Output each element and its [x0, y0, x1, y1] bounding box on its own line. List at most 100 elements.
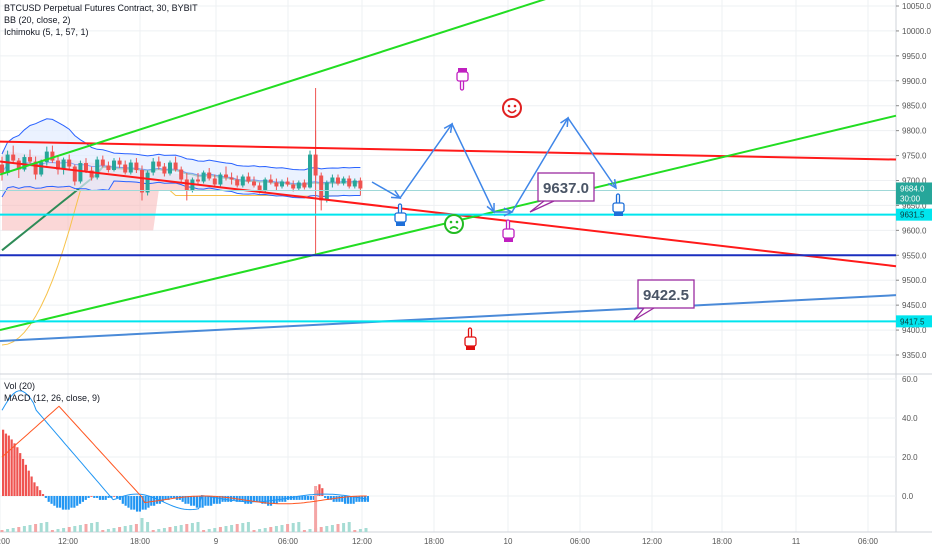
price-tick-label: 10050.0	[902, 2, 931, 11]
macd-histogram-bar	[361, 496, 364, 502]
price-axis[interactable]: 10050.0 10000.0 9950.0 9900.0 9850.0 9800.0 97…	[896, 2, 932, 360]
volume-bar	[123, 526, 127, 532]
macd-histogram-bar	[201, 496, 204, 508]
time-tick-label: 12:00	[58, 537, 79, 546]
macd-histogram-bar	[76, 496, 79, 506]
macd-histogram-bar	[130, 496, 133, 510]
macd-tick-label: 40.0	[902, 414, 918, 423]
candle-body	[224, 174, 228, 178]
volume-bar	[252, 530, 256, 532]
price-tick-label: 9500.0	[902, 276, 927, 285]
candle-body	[151, 161, 156, 173]
candle-body	[336, 177, 340, 184]
arrow-head	[486, 202, 495, 214]
price-badge	[896, 315, 932, 328]
time-tick-label: 12:00	[642, 537, 663, 546]
candle-body	[140, 170, 144, 193]
volume-bar	[336, 524, 340, 532]
volume-bar	[78, 525, 82, 532]
volume-bar	[269, 527, 273, 532]
macd-histogram-bar	[10, 439, 13, 496]
macd-histogram-bar	[324, 496, 327, 498]
price-tick-label: 9950.0	[902, 52, 927, 61]
macd-histogram-bar	[298, 496, 301, 500]
candle-body	[268, 179, 273, 183]
macd-histogram-bar	[212, 496, 216, 504]
price-badge-label: 30:00	[900, 194, 921, 203]
volume-bar	[358, 529, 362, 532]
price-callout: 9637.0	[529, 172, 595, 213]
macd-histogram-bar	[50, 496, 53, 504]
macd-histogram-bar	[135, 496, 139, 512]
bollinger-upper-line	[1, 118, 361, 171]
volume-bar	[62, 528, 66, 532]
macd-histogram-bar	[93, 496, 96, 498]
macd-histogram-bar	[127, 496, 130, 508]
happy-face-icon	[502, 98, 522, 118]
candle-body	[156, 161, 161, 167]
macd-histogram-bar	[181, 496, 184, 502]
macd-histogram-bar	[312, 496, 315, 500]
candle-body	[257, 185, 262, 191]
macd-histogram-bar	[53, 496, 56, 506]
user-drawings[interactable]: 9637.0 9422.5	[0, 0, 897, 350]
volume-bar	[190, 523, 194, 532]
sad-face-icon	[444, 214, 464, 234]
blue-trendline	[0, 294, 897, 343]
time-tick-label: 12:00	[352, 537, 373, 546]
volume-bar	[224, 526, 228, 532]
macd-histogram-bar	[184, 496, 187, 504]
macd-histogram-bar	[61, 496, 65, 510]
candle-body	[61, 159, 66, 170]
macd-tick-label: 20.0	[902, 453, 918, 462]
price-tick-label: 9350.0	[902, 351, 927, 360]
volume-bar	[319, 527, 323, 532]
volume-bar	[235, 524, 239, 532]
volume-bar	[67, 527, 71, 532]
macd-histogram-bar	[73, 496, 76, 508]
macd-histogram-bar	[155, 496, 159, 504]
volume-bar	[17, 527, 21, 532]
macd-histogram-bar	[121, 496, 124, 504]
candle-body	[33, 161, 38, 175]
macd-histogram-bar	[258, 496, 261, 502]
macd-histogram-bar	[161, 496, 164, 502]
volume-bar	[330, 525, 334, 532]
candle-body	[302, 182, 307, 188]
candle-body	[280, 181, 284, 187]
time-tick-label: 10	[504, 537, 513, 546]
macd-histogram-bar	[252, 496, 255, 502]
candle-body	[285, 181, 290, 185]
candle-body	[229, 177, 234, 180]
volume-bar	[118, 527, 122, 532]
macd-histogram-bar	[164, 496, 167, 500]
macd-histogram-bar	[98, 496, 102, 500]
macd-histogram-bar	[167, 496, 170, 500]
pointing-hand-up-icon	[502, 219, 515, 242]
volume-bar	[140, 518, 144, 532]
macd-pane: 60.0 40.0 20.0 0.0	[0, 375, 918, 532]
macd-histogram-bar	[78, 496, 82, 504]
volume-bar	[84, 524, 88, 532]
time-axis[interactable]: 12:00 12:00 18:00 9 06:00 12:00 18:00 10 06:00 12…	[0, 531, 932, 546]
volume-bar	[11, 528, 15, 532]
macd-tick-label: 0.0	[902, 492, 914, 501]
volume-bar	[353, 530, 357, 532]
ichimoku-indicator-label: Ichimoku (5, 1, 57, 1)	[4, 27, 89, 37]
candle-body	[324, 182, 329, 201]
price-tick-label: 10000.0	[902, 27, 931, 36]
macd-histogram-bar	[241, 496, 244, 502]
green-trendline-upper	[0, 0, 546, 176]
price-badge-label: 9631.5	[900, 211, 925, 220]
price-badge	[896, 182, 932, 195]
macd-histogram-bar	[70, 496, 73, 508]
macd-histogram-bar	[304, 496, 307, 500]
candle-body	[128, 162, 133, 173]
candle-body	[347, 178, 352, 187]
volume-bar	[90, 523, 94, 532]
candle-body	[246, 176, 251, 182]
volume-bar	[0, 530, 4, 532]
macd-histogram-bar	[138, 496, 141, 512]
macd-histogram-bar	[204, 496, 207, 506]
